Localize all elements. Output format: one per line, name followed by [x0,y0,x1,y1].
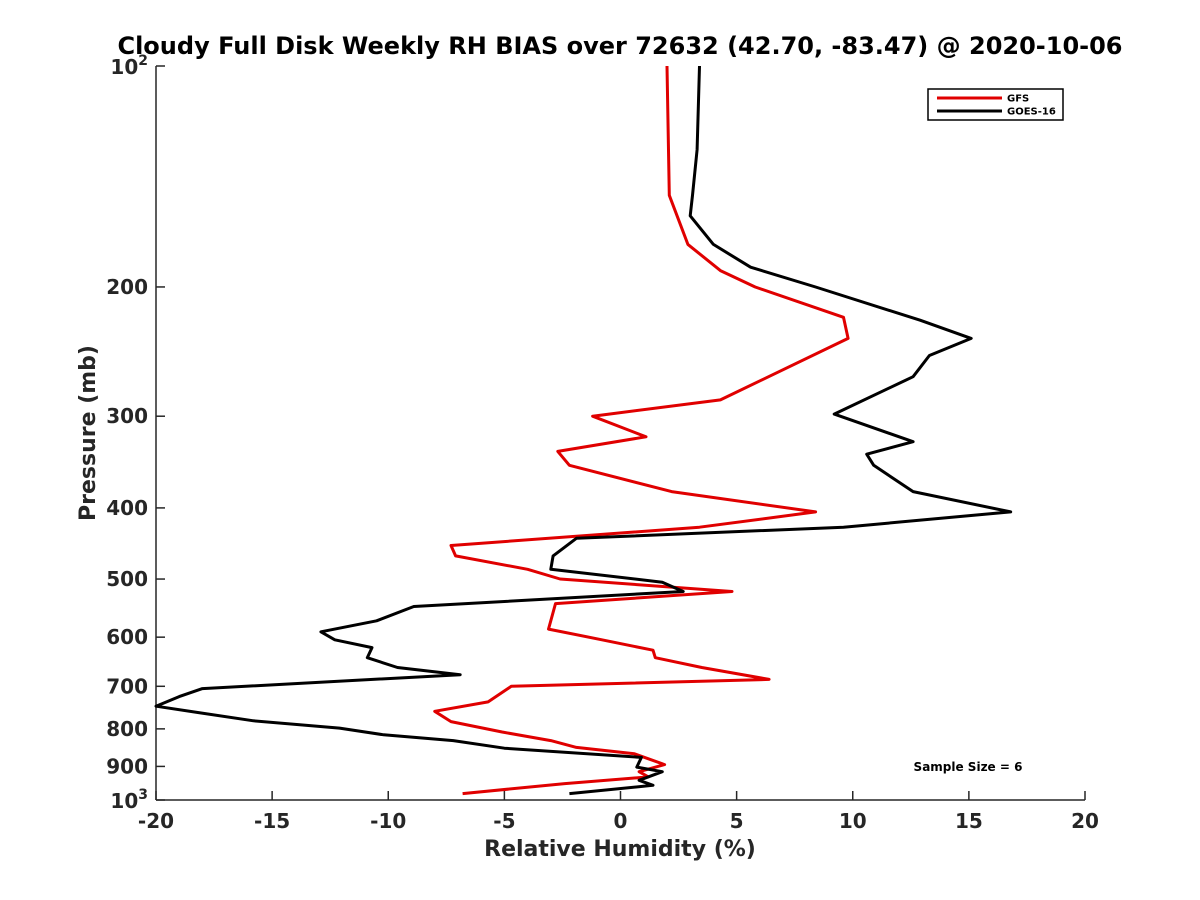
y-axis-label: Pressure (mb) [76,345,101,521]
legend-label-gfs: GFS [1007,94,1029,105]
y-tick-exponent: 3 [138,787,148,803]
x-tick-label: -20 [138,809,174,833]
x-axis-label: Relative Humidity (%) [484,837,756,862]
y-tick-label: 102 [110,53,148,79]
series-lines [154,65,1013,796]
x-tick-label: 10 [839,809,867,833]
series-line-gfs [433,65,850,796]
y-tick-base: 10 [110,789,138,813]
x-tick-label: -5 [493,809,515,833]
x-tick-label: -15 [254,809,290,833]
y-tick-label: 600 [106,625,148,649]
y-tick-label: 900 [106,754,148,778]
y-tick-exponent: 2 [138,53,148,69]
y-tick-label: 500 [106,567,148,591]
axes: -20 -15 -10 -5 0 5 10 15 20102200300400500600700… [106,53,1099,833]
legend-label-goes16: GOES-16 [1007,107,1056,118]
series-line-goes16 [154,65,1013,796]
y-tick-label: 800 [106,717,148,741]
legend: GFS GOES-16 [927,88,1064,121]
x-tick-label: -10 [370,809,406,833]
y-tick-label: 103 [110,787,148,813]
chart-title: Cloudy Full Disk Weekly RH BIAS over 726… [117,32,1122,60]
x-tick-label: 20 [1071,809,1099,833]
x-tick-label: 0 [614,809,628,833]
y-tick-label: 400 [106,496,148,520]
sample-size-annotation: Sample Size = 6 [914,760,1023,774]
y-tick-label: 300 [106,404,148,428]
x-tick-label: 15 [955,809,983,833]
legend-box [927,88,1064,121]
y-tick-label: 700 [106,674,148,698]
y-tick-label: 200 [106,275,148,299]
x-tick-label: 5 [730,809,744,833]
y-tick-base: 10 [110,55,138,79]
